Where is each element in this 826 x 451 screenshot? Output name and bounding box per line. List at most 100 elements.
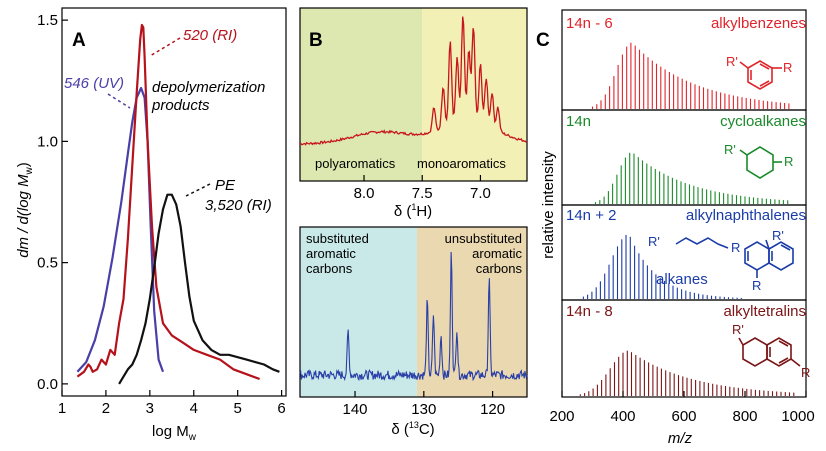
panel-c-xtick-label: 600 bbox=[671, 408, 696, 425]
annotation-546-uv: 546 (UV) bbox=[64, 75, 124, 92]
nmr-region bbox=[300, 8, 423, 181]
formula-14n: 14n bbox=[566, 113, 591, 130]
structure-alkane-chain bbox=[675, 237, 729, 249]
c-nmr-xtick-label: 120 bbox=[480, 401, 505, 418]
h-nmr-xlabel: δ (1H) bbox=[394, 202, 432, 220]
panel-b: B 8.0 7.5 7.0 140 130 120 polyaromatics monoa… bbox=[299, 7, 528, 438]
panel-a-ylabel: dm / d(log Mw) bbox=[15, 162, 35, 258]
panel-a-ticks: 1 2 3 4 5 6 0.0 0.5 1.0 1.5 bbox=[37, 12, 286, 417]
panel-a-xtick-label: 4 bbox=[190, 400, 198, 417]
panel-a-ytick-label: 1.0 bbox=[37, 133, 58, 150]
panel-c-xtick-label: 200 bbox=[549, 408, 574, 425]
panel-c: C relative intensity m/z 200 400 600 800 100… bbox=[536, 9, 815, 447]
c-nmr-xtick-label: 130 bbox=[411, 401, 436, 418]
annotation-pe-leader bbox=[185, 183, 211, 197]
structure-alkylbenzene bbox=[739, 60, 782, 90]
formula-14n-2: 14n + 2 bbox=[566, 207, 616, 224]
panel-a-xtick-label: 2 bbox=[102, 400, 110, 417]
panel-a-label: A bbox=[72, 30, 86, 51]
h-nmr-xlabel-main: δ ( bbox=[394, 203, 412, 220]
benzene-rprime-label: R' bbox=[726, 54, 738, 69]
label-alkanes: alkanes bbox=[656, 271, 708, 288]
panel-b-label: B bbox=[309, 30, 323, 51]
panel-b-ticks: 8.0 7.5 7.0 140 130 120 bbox=[343, 175, 505, 418]
tetralin-rprime-label: R' bbox=[732, 322, 744, 337]
cyclo-rprime-label: R' bbox=[724, 142, 736, 157]
panel-a: A 1 2 3 4 5 60.00.51.01.5 dm / d(log Mw) log … bbox=[15, 7, 287, 443]
h-nmr-xlabel-sup: 1 bbox=[411, 202, 416, 212]
h-nmr-xtick-label: 8.0 bbox=[354, 185, 375, 202]
panel-a-frame bbox=[61, 7, 287, 397]
c-nmr-spectrum bbox=[299, 251, 528, 382]
c-nmr-xlabel-tail: C) bbox=[419, 421, 435, 438]
panel-a-ylabel-main: dm / d(log M bbox=[15, 174, 32, 258]
panel-a-ytick-label: 0.0 bbox=[37, 376, 58, 393]
naph-r-label: R bbox=[752, 278, 761, 293]
panel-a-ylabel-sub: w bbox=[24, 166, 35, 175]
series-line bbox=[76, 86, 165, 373]
panel-a-xtick-label: 1 bbox=[58, 400, 66, 417]
panel-a-xtick-label: 6 bbox=[277, 400, 285, 417]
formula-14n-6: 14n - 6 bbox=[566, 15, 613, 32]
series-line bbox=[76, 23, 260, 381]
benzene-r-label: R bbox=[783, 60, 792, 75]
panel-a-xtick-label: 3 bbox=[146, 400, 154, 417]
panel-c-ylabel: relative intensity bbox=[540, 151, 557, 259]
region-substituted-3: carbons bbox=[306, 261, 353, 276]
annotation-pe-mw: 3,520 (RI) bbox=[205, 197, 272, 214]
annotation-pe: PE bbox=[215, 177, 236, 194]
h-nmr-spectrum bbox=[299, 16, 527, 146]
panel-c-xlabel: m/z bbox=[668, 430, 693, 447]
panel-a-series bbox=[76, 23, 280, 385]
nmr-region bbox=[300, 227, 417, 397]
region-polyaromatics: polyaromatics bbox=[315, 156, 396, 171]
tetralin-r-label: R bbox=[801, 365, 810, 380]
annotation-546-leader bbox=[107, 93, 131, 109]
c-nmr-xlabel-sup: 13 bbox=[409, 420, 419, 430]
annotation-products: products bbox=[151, 97, 210, 114]
alkane-r-label: R bbox=[731, 240, 740, 255]
cyclo-r-label: R bbox=[784, 154, 793, 169]
panel-a-xlabel: log Mw bbox=[152, 423, 197, 443]
annotation-520-ri: 520 (RI) bbox=[183, 27, 237, 44]
region-unsubstituted-1: unsubstituted bbox=[445, 231, 522, 246]
panel-a-xlabel-sub: w bbox=[188, 432, 197, 443]
h-nmr-xtick-label: 7.0 bbox=[470, 185, 491, 202]
label-alkylbenzenes: alkylbenzenes bbox=[711, 15, 806, 32]
region-substituted-1: substituted bbox=[306, 231, 369, 246]
panel-b-top-regions bbox=[300, 8, 527, 181]
panel-a-xlabel-main: log M bbox=[152, 423, 189, 440]
panel-c-xtick-label: 800 bbox=[732, 408, 757, 425]
region-substituted-2: aromatic bbox=[306, 246, 356, 261]
c-nmr-xlabel: δ (13C) bbox=[391, 420, 434, 438]
c-nmr-xtick-label: 140 bbox=[343, 401, 368, 418]
panel-a-xtick-label: 5 bbox=[234, 400, 242, 417]
region-monoaromatics: monoaromatics bbox=[417, 156, 506, 171]
panel-b-top-frame bbox=[299, 7, 528, 182]
annotation-520-leader bbox=[149, 37, 181, 57]
panel-c-xtick-label: 1000 bbox=[781, 408, 814, 425]
panel-b-bottom-frame bbox=[299, 226, 528, 398]
alkane-rprime-label: R' bbox=[648, 234, 660, 249]
naph-rprime-label: R' bbox=[772, 228, 784, 243]
formula-14n-8: 14n - 8 bbox=[566, 303, 613, 320]
region-unsubstituted-3: carbons bbox=[476, 261, 523, 276]
h-nmr-xtick-label: 7.5 bbox=[412, 185, 433, 202]
panel-c-label: C bbox=[536, 30, 550, 51]
panel-a-ylabel-close: ) bbox=[15, 162, 32, 167]
panel-c-frames bbox=[561, 9, 807, 398]
c-nmr-xlabel-main: δ ( bbox=[391, 421, 409, 438]
series-line bbox=[118, 193, 280, 385]
panel-a-ytick-label: 1.5 bbox=[37, 12, 58, 29]
panel-c-xtick-label: 400 bbox=[610, 408, 635, 425]
panel-a-ytick-label: 0.5 bbox=[37, 255, 58, 272]
annotation-depolymerization: depolymerization bbox=[152, 79, 265, 96]
structure-naphthalene bbox=[744, 239, 794, 278]
panel-c-bars bbox=[579, 42, 795, 396]
label-alkylnaphthalenes: alkylnaphthalenes bbox=[686, 207, 806, 224]
structure-tetralin bbox=[738, 337, 801, 367]
h-nmr-xlabel-tail: H) bbox=[416, 203, 432, 220]
label-alkyltetralins: alkyltetralins bbox=[723, 303, 806, 320]
label-cycloalkanes: cycloalkanes bbox=[720, 113, 806, 130]
